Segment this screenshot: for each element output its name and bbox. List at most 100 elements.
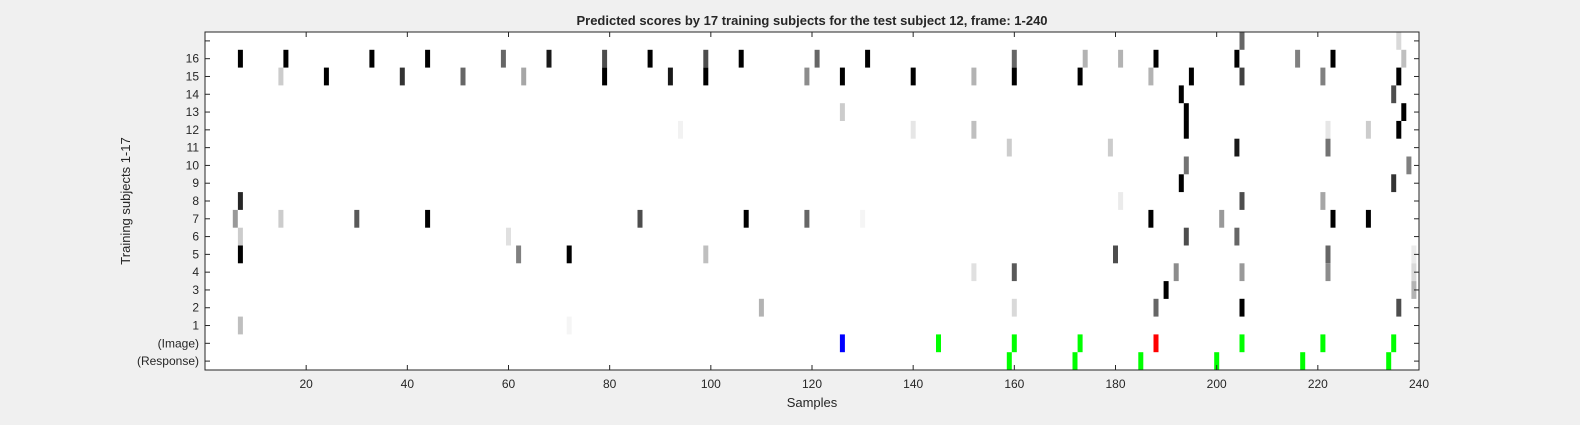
heatmap-cell	[460, 67, 466, 86]
heatmap-cell	[1401, 49, 1407, 68]
heatmap-cell	[738, 49, 744, 68]
event-marker	[1153, 334, 1159, 353]
y-tick-label: 3	[192, 283, 199, 297]
heatmap-cell	[354, 209, 360, 228]
heatmap-cell	[703, 245, 709, 264]
heatmap-cell	[1325, 138, 1331, 157]
heatmap-cell	[566, 245, 572, 264]
marker-layer	[839, 334, 1397, 370]
heatmap-cell	[1178, 174, 1184, 193]
heatmap-cell	[237, 245, 243, 264]
y-tick-label: 5	[192, 247, 199, 261]
x-tick-label: 40	[401, 377, 415, 391]
heatmap-cell	[278, 67, 284, 86]
y-tick-label: 4	[192, 265, 199, 279]
heatmap-cell	[1011, 49, 1017, 68]
heatmap-cell	[1396, 32, 1402, 50]
heatmap-cell	[1173, 263, 1179, 282]
heatmap-cell	[1325, 245, 1331, 264]
heatmap-cell	[1391, 174, 1397, 193]
heatmap-cell	[971, 263, 977, 282]
heatmap-cell	[1239, 298, 1245, 317]
heatmap-cell	[1011, 298, 1017, 317]
heatmap-cell	[237, 316, 243, 335]
heatmap-cell	[1406, 156, 1412, 175]
x-axis-label: Samples	[787, 395, 838, 410]
heatmap-cell	[1183, 120, 1189, 139]
heatmap-cell	[1113, 245, 1118, 264]
heatmap-cell	[1411, 245, 1417, 264]
heatmap-cell	[1153, 49, 1159, 68]
plot-area	[205, 32, 1419, 370]
event-marker	[1011, 334, 1017, 353]
heatmap-cell	[1365, 120, 1371, 139]
event-marker	[1006, 352, 1012, 370]
event-marker	[1072, 352, 1078, 370]
heatmap-cell	[910, 120, 916, 139]
heatmap-cell	[804, 209, 810, 228]
x-axis: 20 40 60 80 100 120 140 160 180 200 220 240	[299, 32, 1429, 391]
heatmap-cell	[1325, 263, 1331, 282]
heatmap-cell	[839, 103, 845, 121]
heatmap-cell	[546, 49, 552, 68]
y-tick-label: 7	[192, 212, 199, 226]
heatmap-cell	[1006, 138, 1012, 157]
heatmap-cell	[1234, 138, 1240, 157]
heatmap-cell	[1239, 32, 1245, 50]
heatmap-cell	[237, 49, 243, 68]
heatmap-cell	[865, 49, 871, 68]
x-tick-label: 80	[603, 377, 617, 391]
heatmap-cell	[500, 49, 506, 68]
y-tick-label: (Response)	[137, 354, 199, 368]
y-tick-label: 6	[192, 230, 199, 244]
heatmap-cell	[1183, 103, 1189, 121]
heatmap-cell	[1396, 120, 1402, 139]
event-marker	[839, 334, 845, 353]
y-tick-label: 13	[186, 105, 200, 119]
heatmap-cell	[602, 67, 608, 86]
chart-title: Predicted scores by 17 training subjects…	[576, 13, 1047, 28]
heatmap-cell	[860, 209, 866, 228]
heatmap-cell	[678, 120, 683, 139]
heatmap-cell	[1325, 120, 1331, 139]
heatmap-cell	[516, 245, 522, 264]
heatmap-cell	[1188, 67, 1194, 86]
y-tick-label: 15	[186, 69, 200, 83]
heatmap-cell	[703, 67, 709, 86]
heatmap-cell	[1330, 209, 1336, 228]
heatmap-cell	[1178, 85, 1184, 104]
x-tick-label: 220	[1308, 377, 1328, 391]
y-tick-label: 11	[187, 141, 200, 155]
heatmap-cell	[1011, 263, 1017, 282]
heatmap-cell	[1153, 298, 1159, 317]
y-tick-label: 10	[186, 158, 200, 172]
heatmap-cell	[1401, 103, 1407, 121]
heatmap-cell	[1295, 49, 1301, 68]
x-tick-label: 200	[1207, 377, 1227, 391]
x-tick-label: 180	[1105, 377, 1125, 391]
heatmap-cell	[814, 49, 820, 68]
x-tick-label: 100	[701, 377, 721, 391]
y-tick-label: 2	[192, 301, 199, 315]
heatmap-cell	[637, 209, 643, 228]
heatmap-cell	[323, 67, 329, 86]
heatmap-cell	[839, 67, 845, 86]
y-tick-label: 12	[186, 123, 200, 137]
y-tick-label: 8	[192, 194, 199, 208]
heatmap-cell	[1183, 227, 1189, 246]
event-marker	[936, 334, 941, 353]
heatmap-cell	[804, 67, 810, 86]
heatmap-cell	[237, 227, 243, 246]
event-marker	[1138, 352, 1144, 370]
event-marker	[1300, 352, 1306, 370]
heatmap-cell	[1396, 298, 1402, 317]
heatmap-cell	[667, 67, 673, 86]
y-tick-label: (Image)	[158, 336, 199, 350]
heatmap-cell	[399, 67, 405, 86]
heatmap-cell	[1118, 49, 1124, 68]
heatmap-cell	[1183, 156, 1189, 175]
x-tick-label: 240	[1409, 377, 1429, 391]
heatmap-cell	[278, 209, 284, 228]
